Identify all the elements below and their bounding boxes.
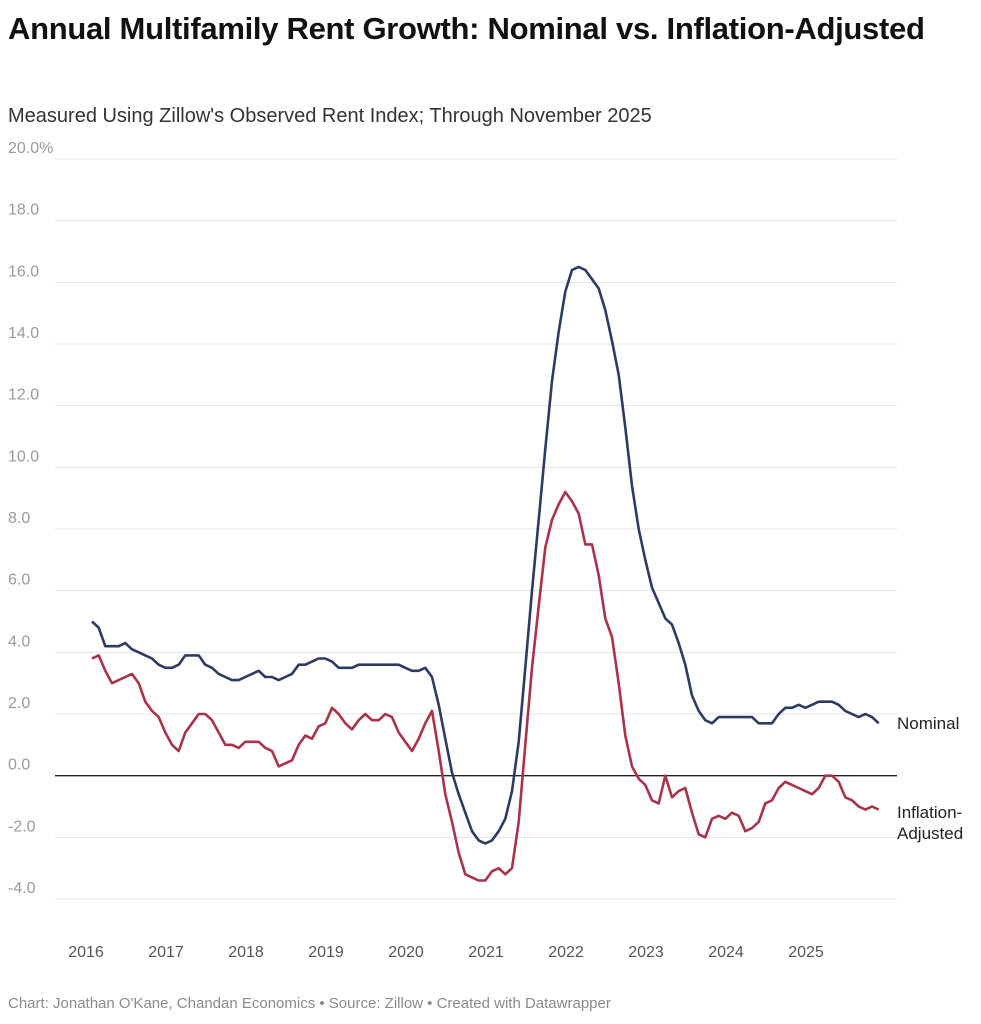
y-tick-label: 14.0 xyxy=(8,325,39,342)
x-tick-label: 2019 xyxy=(308,944,344,961)
y-tick-label: 20.0% xyxy=(8,140,53,157)
y-tick-label: 8.0 xyxy=(8,510,30,527)
chart-subtitle: Measured Using Zillow's Observed Rent In… xyxy=(8,105,652,127)
y-tick-label: 6.0 xyxy=(8,572,30,589)
chart-title: Annual Multifamily Rent Growth: Nominal … xyxy=(8,11,925,46)
x-tick-label: 2017 xyxy=(148,944,184,961)
x-tick-label: 2022 xyxy=(548,944,584,961)
series-label-inflation-line2: Adjusted xyxy=(897,824,963,843)
y-tick-label: 16.0 xyxy=(8,263,39,280)
y-tick-label: 18.0 xyxy=(8,202,39,219)
series-label-nominal: Nominal xyxy=(897,714,959,733)
x-tick-label: 2016 xyxy=(68,944,104,961)
series-line-nominal xyxy=(91,265,880,845)
x-tick-label: 2021 xyxy=(468,944,504,961)
x-tick-label: 2025 xyxy=(788,944,824,961)
x-tick-label: 2018 xyxy=(228,944,264,961)
y-tick-label: -2.0 xyxy=(8,818,36,835)
chart-footer: Chart: Jonathan O'Kane, Chandan Economic… xyxy=(8,995,611,1012)
y-tick-label: 4.0 xyxy=(8,633,30,650)
x-tick-label: 2024 xyxy=(708,944,744,961)
series-line-inflation-adjusted xyxy=(91,490,880,882)
y-tick-label: 0.0 xyxy=(8,757,30,774)
y-tick-label: 12.0 xyxy=(8,387,39,404)
x-tick-label: 2023 xyxy=(628,944,664,961)
x-tick-label: 2020 xyxy=(388,944,424,961)
y-tick-label: 2.0 xyxy=(8,695,30,712)
y-tick-label: -4.0 xyxy=(8,880,36,897)
series-label-inflation-line1: Inflation- xyxy=(897,803,962,822)
y-tick-label: 10.0 xyxy=(8,448,39,465)
